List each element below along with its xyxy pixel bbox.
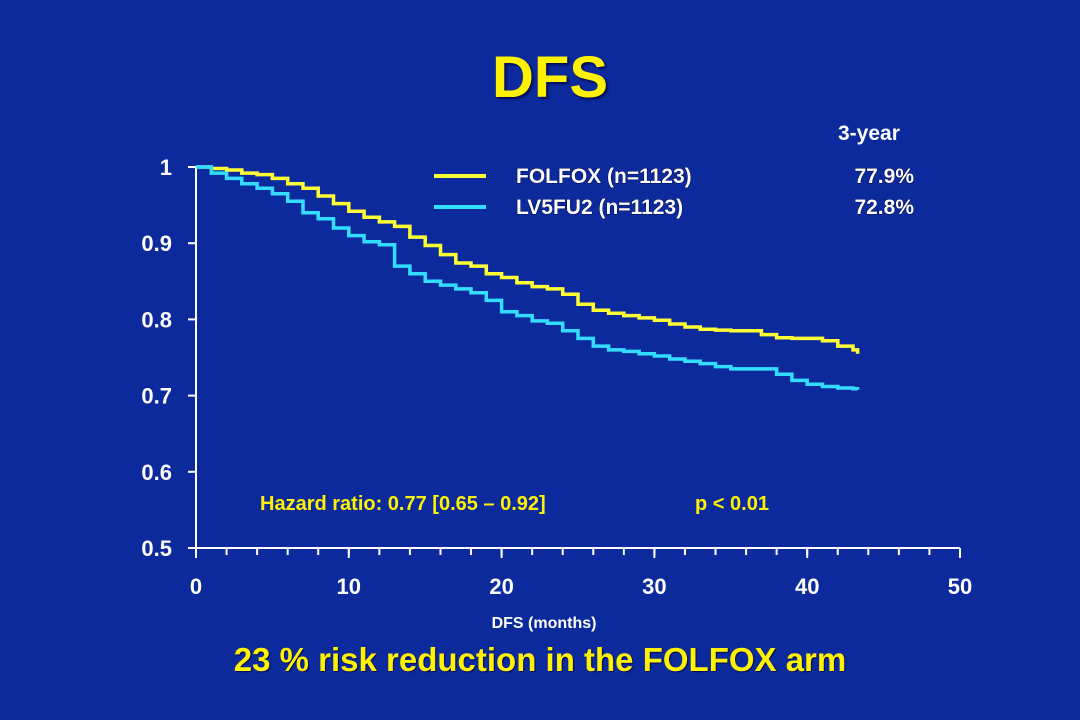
y-tick-label: 0.8 [141,307,172,332]
legend-value-lv5fu2: 72.8% [854,196,914,219]
x-tick-label: 30 [642,574,666,599]
legend-header: 3-year [838,122,900,145]
x-tick-label: 20 [489,574,513,599]
series-line-folfox [196,165,860,354]
x-tick-label: 10 [337,574,361,599]
legend: FOLFOX (n=1123) 77.9% LV5FU2 (n=1123) 72.8% [434,165,915,220]
x-tick-label: 40 [795,574,819,599]
x-axis-label: DFS (months) [492,615,597,632]
chart-axes: 0.50.60.70.80.910 10 20 30 40 50 [141,155,972,599]
legend-label-folfox: FOLFOX (n=1123) [516,165,692,188]
y-tick-label: 0.9 [141,231,172,256]
x-tick-label: 50 [948,574,972,599]
legend-value-folfox: 77.9% [854,165,914,188]
chart-series [196,165,860,391]
y-tick-label: 0.5 [141,536,172,561]
p-value-annotation: p < 0.01 [695,493,769,515]
hazard-ratio-annotation: Hazard ratio: 0.77 [0.65 – 0.92] [260,493,546,515]
y-tick-label: 0.6 [141,460,172,485]
legend-label-lv5fu2: LV5FU2 (n=1123) [516,196,683,219]
series-line-lv5fu2 [196,165,860,391]
y-tick-label: 0.7 [141,384,172,409]
slide-title: DFS [492,45,608,110]
slide-footer: 23 % risk reduction in the FOLFOX arm [233,641,847,678]
x-tick-label: 0 [190,574,202,599]
y-tick-label: 1 [160,155,172,180]
